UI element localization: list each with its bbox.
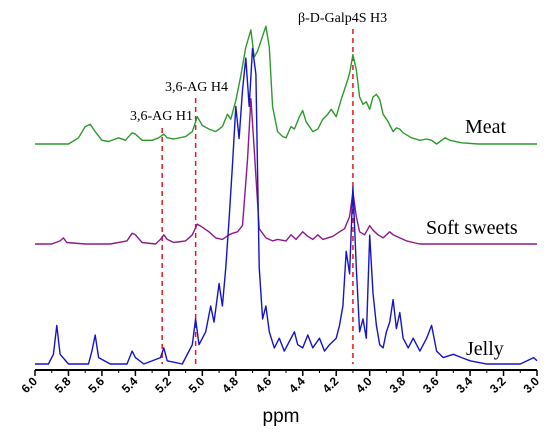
x-tick-label: 4.8 <box>219 374 241 396</box>
x-tick-label: 3.6 <box>420 374 442 396</box>
peak-annotation: 3,6-AG H1 <box>130 109 193 124</box>
x-tick-label: 3.4 <box>453 374 475 396</box>
peak-annotation: 3,6-AG H4 <box>165 80 228 95</box>
spectra-series <box>35 25 538 365</box>
x-tick-label: 3.2 <box>487 374 509 396</box>
x-tick-label: 5.8 <box>52 374 74 396</box>
series-label: Soft sweets <box>426 217 518 239</box>
annotations: 3,6-AG H1 3,6-AG H4 β-D-Galp4S H3 Meat Soft … <box>130 11 518 360</box>
series-label: Jelly <box>466 338 504 360</box>
x-tick-label: 4.2 <box>320 374 342 396</box>
x-axis-title: ppm <box>263 406 300 427</box>
x-tick-label: 5.2 <box>152 374 174 396</box>
peak-annotation: β-D-Galp4S H3 <box>298 11 387 26</box>
x-tick-label: 4.4 <box>286 374 308 396</box>
series-line <box>35 98 537 245</box>
x-axis: 6.0 5.8 5.6 5.4 5.2 5.0 4.8 4.6 4.4 4.2 4.0 3.8 3.6 3… <box>18 369 542 396</box>
x-tick-label: 4.0 <box>353 374 375 396</box>
x-tick-label: 5.4 <box>119 374 141 396</box>
reference-lines <box>161 29 354 364</box>
x-tick-label: 5.6 <box>85 374 107 396</box>
x-tick-label: 4.6 <box>253 374 275 396</box>
x-tick-label: 5.0 <box>186 374 208 396</box>
x-tick-label: 6.0 <box>18 374 40 396</box>
x-tick-label: 3.0 <box>520 374 542 396</box>
series-label: Meat <box>465 116 507 138</box>
x-tick-label: 3.8 <box>387 374 409 396</box>
series-line <box>35 25 537 145</box>
series-line <box>35 47 538 365</box>
